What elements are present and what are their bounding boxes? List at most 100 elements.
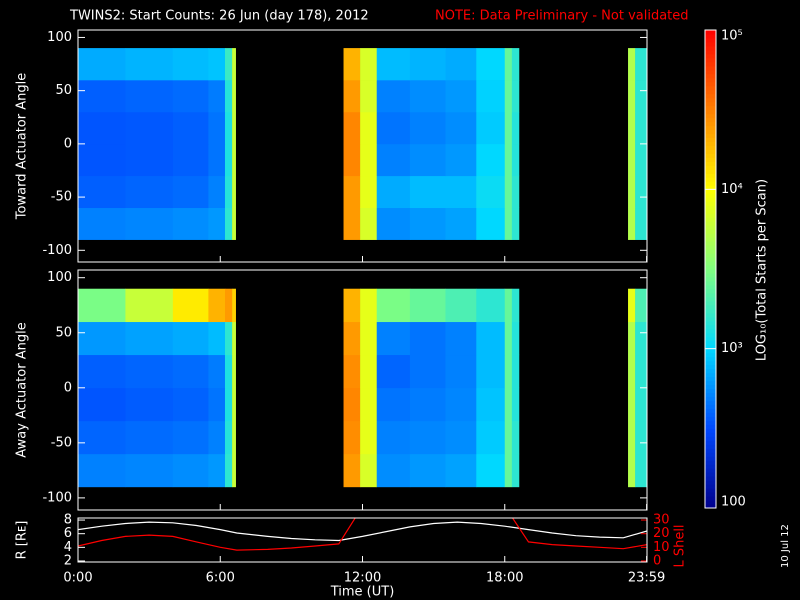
heatmap-cell: [409, 80, 446, 113]
y-tick-label: 6: [64, 526, 72, 541]
heatmap-cell: [78, 48, 126, 81]
colorbar-swatch: [705, 257, 716, 262]
heatmap-cell: [504, 321, 513, 356]
heatmap-cell: [511, 354, 520, 389]
heatmap-cell: [504, 288, 513, 323]
heatmap-cell: [78, 207, 126, 240]
colorbar-swatch: [705, 452, 716, 457]
y-tick-label: 100: [47, 30, 72, 45]
colorbar-swatch: [705, 109, 716, 115]
colorbar-swatch: [705, 145, 716, 150]
x-tick-label: 23:59: [628, 571, 665, 586]
heatmap-cell: [635, 354, 648, 389]
heatmap-cell: [224, 354, 233, 389]
chart-title: TWINS2: Start Counts: 26 Jun (day 178), …: [69, 9, 369, 24]
colorbar-swatch: [705, 265, 716, 270]
colorbar-swatch: [705, 504, 716, 509]
heatmap-cell: [232, 387, 236, 422]
x-tick-label: 12:00: [344, 571, 381, 586]
colorbar-swatch: [705, 500, 716, 505]
colorbar-swatch: [705, 61, 716, 67]
heatmap-cell: [343, 207, 361, 240]
heatmap-cell: [445, 288, 477, 323]
colorbar-swatch: [705, 205, 716, 210]
heatmap-cell: [376, 175, 411, 209]
colorbar-swatch: [705, 484, 716, 489]
heatmap-cell: [224, 207, 233, 240]
heatmap-cell: [360, 288, 378, 323]
colorbar-swatch: [705, 237, 716, 242]
colorbar-swatch: [705, 416, 716, 421]
heatmap-cell: [504, 111, 513, 145]
chart-note: NOTE: Data Preliminary - Not validated: [435, 9, 689, 24]
heatmap-cell: [376, 111, 411, 145]
colorbar-swatch: [705, 141, 716, 147]
colorbar-swatch: [705, 460, 716, 465]
heatmap-cell: [376, 387, 411, 422]
colorbar-swatch: [705, 328, 716, 334]
heatmap-cell: [125, 420, 174, 455]
heatmap-cell: [360, 420, 378, 455]
heatmap-cell: [208, 143, 226, 177]
heatmap-cell: [628, 48, 636, 81]
heatmap-cell: [360, 453, 378, 488]
colorbar-swatch: [705, 165, 716, 170]
heatmap-cell: [409, 354, 446, 389]
heatmap-cell: [78, 453, 126, 488]
colorbar-swatch: [705, 364, 716, 370]
colorbar-swatch: [705, 424, 716, 429]
heatmap-cell: [511, 420, 520, 455]
y-axis-label: R [Rᴇ]: [15, 521, 30, 560]
heatmap-cell: [125, 354, 174, 389]
colorbar-swatch: [705, 396, 716, 401]
y2-tick-label: 30: [653, 513, 670, 528]
heatmap-cell: [208, 420, 226, 455]
heatmap-cell: [343, 111, 361, 145]
heatmap-cell: [504, 354, 513, 389]
heatmap-cell: [635, 48, 648, 81]
heatmap-cell: [476, 354, 506, 389]
x-axis-label: Time (UT): [330, 585, 395, 600]
colorbar-swatch: [705, 197, 716, 202]
heatmap-cell: [628, 175, 636, 209]
colorbar-swatch: [705, 117, 716, 123]
colorbar-swatch: [705, 372, 716, 378]
colorbar-swatch: [705, 480, 716, 485]
heatmap-cell: [445, 321, 477, 356]
heatmap-cell: [125, 453, 174, 488]
heatmap-cell: [172, 288, 209, 323]
heatmap-cell: [125, 288, 174, 323]
colorbar-swatch: [705, 388, 716, 393]
colorbar-swatch: [705, 221, 716, 226]
heatmap-cell: [343, 354, 361, 389]
colorbar-swatch: [705, 488, 716, 493]
heatmap-cell: [476, 175, 506, 209]
colorbar-swatch: [705, 69, 716, 75]
heatmap-cell: [635, 321, 648, 356]
heatmap-cell: [224, 80, 233, 113]
heatmap-cell: [511, 207, 520, 240]
heatmap-cell: [628, 80, 636, 113]
heatmap-cell: [504, 143, 513, 177]
heatmap-cell: [511, 143, 520, 177]
heatmap-cell: [78, 111, 126, 145]
heatmap-cell: [125, 48, 174, 81]
colorbar-tick-label: 100: [721, 495, 746, 510]
heatmap-cell: [232, 288, 236, 323]
heatmap-cell: [409, 143, 446, 177]
heatmap-cell: [409, 420, 446, 455]
y-tick-label: 0: [64, 136, 72, 151]
colorbar-swatch: [705, 153, 716, 158]
colorbar-swatch: [705, 97, 716, 103]
heatmap-cell: [224, 111, 233, 145]
colorbar-swatch: [705, 280, 716, 286]
y-tick-label: -50: [51, 190, 72, 205]
colorbar-swatch: [705, 185, 716, 190]
colorbar-swatch: [705, 121, 716, 127]
colorbar-swatch: [705, 133, 716, 139]
y2-tick-label: 10: [653, 540, 670, 555]
heatmap-cell: [343, 453, 361, 488]
heatmap-cell: [445, 387, 477, 422]
x-tick-label: 18:00: [486, 571, 523, 586]
heatmap-cell: [172, 387, 209, 422]
